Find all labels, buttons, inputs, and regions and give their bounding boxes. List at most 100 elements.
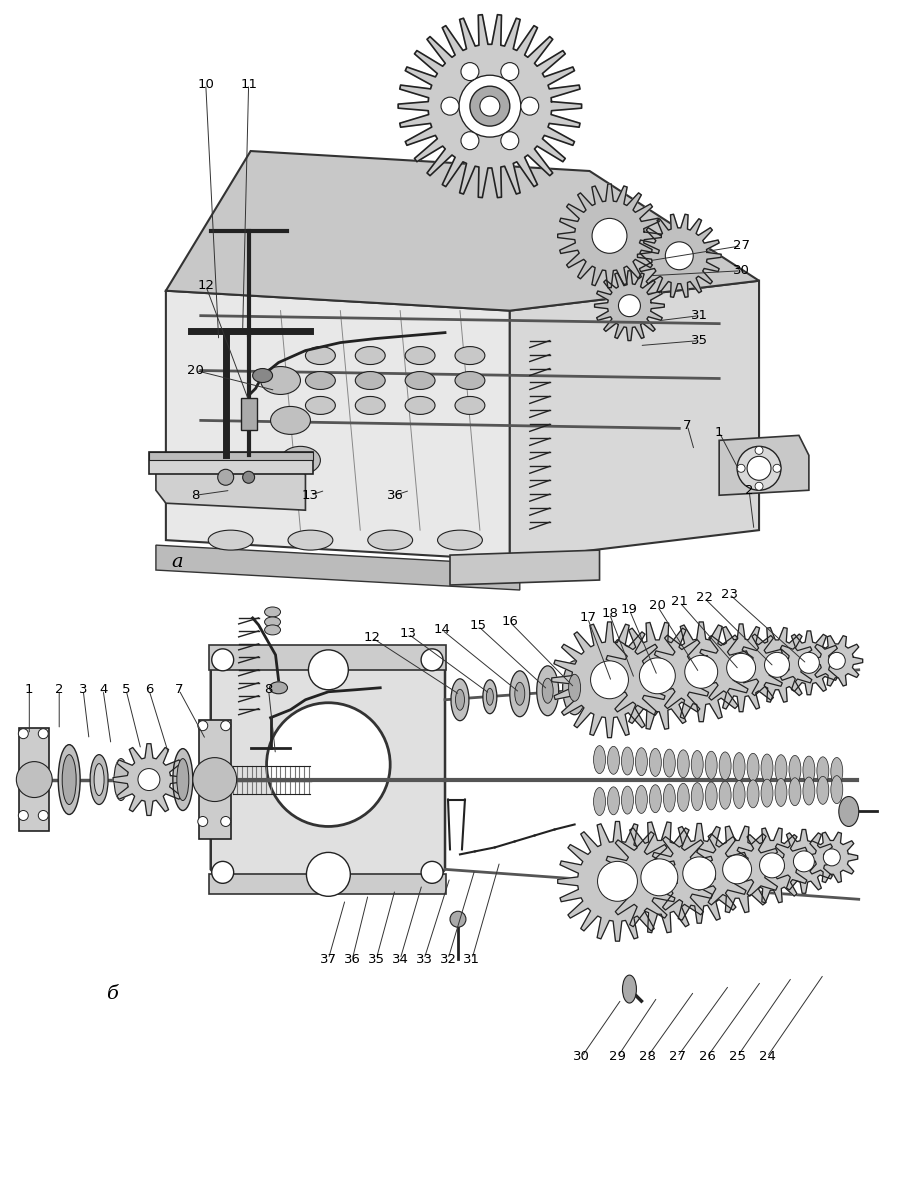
- Text: 34: 34: [392, 952, 409, 965]
- Circle shape: [470, 86, 509, 126]
- Ellipse shape: [562, 661, 587, 715]
- Polygon shape: [719, 435, 809, 496]
- Text: 33: 33: [416, 952, 433, 965]
- Text: 13: 13: [302, 489, 319, 502]
- Circle shape: [755, 483, 763, 490]
- Bar: [148, 452, 313, 460]
- Ellipse shape: [747, 754, 759, 781]
- Ellipse shape: [271, 407, 310, 434]
- Circle shape: [18, 811, 28, 820]
- Circle shape: [218, 470, 234, 485]
- Circle shape: [421, 649, 443, 671]
- Ellipse shape: [761, 779, 773, 807]
- Ellipse shape: [176, 759, 189, 800]
- Ellipse shape: [305, 346, 336, 365]
- Circle shape: [590, 661, 628, 699]
- Ellipse shape: [706, 751, 717, 779]
- Text: 6: 6: [145, 684, 153, 697]
- Polygon shape: [113, 743, 184, 816]
- Circle shape: [521, 97, 539, 115]
- Polygon shape: [739, 628, 814, 703]
- Ellipse shape: [451, 679, 469, 721]
- Ellipse shape: [58, 744, 80, 814]
- Ellipse shape: [663, 784, 675, 812]
- Circle shape: [18, 729, 28, 738]
- Circle shape: [138, 768, 160, 791]
- Ellipse shape: [831, 775, 842, 804]
- Circle shape: [220, 721, 230, 731]
- Ellipse shape: [734, 753, 745, 780]
- Ellipse shape: [608, 787, 619, 814]
- Ellipse shape: [691, 750, 703, 779]
- Text: 1: 1: [25, 684, 33, 697]
- Circle shape: [665, 241, 693, 270]
- Text: 19: 19: [621, 604, 638, 616]
- Ellipse shape: [305, 371, 336, 390]
- Circle shape: [824, 849, 841, 866]
- Circle shape: [243, 471, 255, 483]
- Polygon shape: [211, 650, 445, 887]
- Text: 18: 18: [601, 608, 618, 621]
- Ellipse shape: [663, 749, 675, 778]
- Bar: [19, 728, 50, 831]
- Polygon shape: [595, 271, 664, 340]
- Ellipse shape: [265, 625, 281, 635]
- Ellipse shape: [114, 759, 128, 800]
- Text: 1: 1: [715, 426, 724, 439]
- Polygon shape: [552, 622, 667, 737]
- Ellipse shape: [281, 446, 320, 474]
- Polygon shape: [650, 824, 749, 923]
- Ellipse shape: [623, 975, 636, 1004]
- Text: 22: 22: [696, 591, 713, 604]
- Text: 21: 21: [670, 596, 688, 609]
- Ellipse shape: [356, 396, 385, 415]
- Text: a: a: [171, 553, 183, 571]
- Ellipse shape: [635, 786, 647, 813]
- Ellipse shape: [455, 346, 485, 365]
- Circle shape: [764, 653, 789, 678]
- Ellipse shape: [261, 366, 301, 395]
- Ellipse shape: [789, 755, 801, 784]
- Circle shape: [737, 465, 745, 472]
- Polygon shape: [604, 623, 711, 729]
- Ellipse shape: [719, 781, 731, 810]
- Polygon shape: [558, 822, 678, 942]
- Ellipse shape: [831, 757, 842, 786]
- Ellipse shape: [719, 751, 731, 780]
- Ellipse shape: [265, 617, 281, 627]
- Ellipse shape: [650, 748, 662, 776]
- Ellipse shape: [789, 778, 801, 806]
- Circle shape: [461, 132, 479, 150]
- Circle shape: [685, 655, 717, 688]
- Ellipse shape: [839, 797, 859, 826]
- Ellipse shape: [509, 671, 530, 717]
- Ellipse shape: [437, 530, 482, 551]
- Text: 29: 29: [609, 1050, 626, 1063]
- Ellipse shape: [90, 755, 108, 805]
- Text: 25: 25: [729, 1050, 745, 1063]
- Text: б: б: [106, 984, 118, 1004]
- Ellipse shape: [678, 750, 689, 778]
- Ellipse shape: [650, 785, 662, 813]
- Circle shape: [450, 911, 466, 927]
- Ellipse shape: [455, 371, 485, 390]
- Polygon shape: [558, 184, 662, 288]
- Circle shape: [500, 63, 518, 81]
- Text: 37: 37: [320, 952, 337, 965]
- Text: 28: 28: [639, 1050, 656, 1063]
- Circle shape: [39, 811, 49, 820]
- Text: 7: 7: [683, 419, 691, 432]
- Ellipse shape: [356, 346, 385, 365]
- Ellipse shape: [208, 530, 253, 551]
- Circle shape: [737, 446, 781, 490]
- Text: 7: 7: [175, 684, 183, 697]
- Polygon shape: [398, 14, 581, 197]
- Ellipse shape: [678, 784, 689, 811]
- Ellipse shape: [747, 780, 759, 807]
- Text: 15: 15: [470, 619, 486, 633]
- Circle shape: [760, 853, 785, 877]
- Ellipse shape: [622, 786, 634, 814]
- Circle shape: [39, 729, 49, 738]
- Ellipse shape: [455, 690, 464, 710]
- Text: 36: 36: [344, 952, 361, 965]
